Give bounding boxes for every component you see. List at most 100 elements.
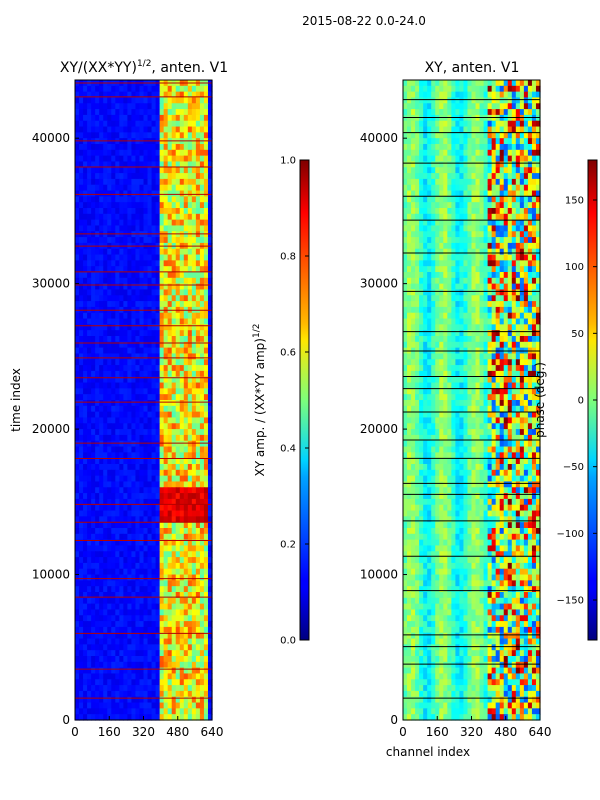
heat-cell <box>163 434 169 442</box>
heat-cell <box>207 289 213 296</box>
heat-cell <box>135 190 141 197</box>
heat-cell <box>163 650 169 657</box>
amplitude-panel: XY/(XX*YY)1/2, anten. V1 0 160 320 480 64001… <box>9 59 228 739</box>
heat-cell <box>479 161 485 168</box>
heat-cell <box>503 237 509 244</box>
heat-cell <box>155 417 161 424</box>
heat-cell <box>135 533 141 541</box>
heat-cell <box>159 272 165 279</box>
heat-cell <box>495 144 501 151</box>
heat-cell <box>75 405 80 413</box>
heat-cell <box>79 178 84 186</box>
heat-cell <box>83 714 88 721</box>
heat-cell <box>123 475 128 483</box>
heat-cell <box>111 184 116 192</box>
heat-cell <box>199 429 205 436</box>
heat-cell <box>127 714 133 721</box>
heat-cell <box>199 597 205 605</box>
heat-cell <box>183 667 189 675</box>
heat-cell <box>171 405 177 413</box>
heat-cell <box>111 144 116 151</box>
heat-cell <box>139 539 145 547</box>
heat-cell <box>87 621 92 628</box>
heat-cell <box>87 266 92 273</box>
heat-cell <box>143 353 149 360</box>
heat-cell <box>75 429 80 436</box>
heat-cell <box>111 423 116 430</box>
heat-cell <box>195 510 201 517</box>
heat-cell <box>207 673 213 680</box>
heat-cell <box>155 469 161 477</box>
heat-cell <box>207 487 213 494</box>
heat-cell <box>123 557 128 564</box>
heat-cell <box>523 213 529 221</box>
heat-cell <box>203 155 209 163</box>
heat-cell <box>195 266 201 273</box>
heat-cell <box>147 109 153 116</box>
heat-cell <box>159 603 165 611</box>
heat-cell <box>483 213 489 221</box>
heat-cell <box>79 336 84 343</box>
heat-cell <box>91 574 96 581</box>
heat-cell <box>119 301 124 308</box>
heat-cell <box>195 336 201 343</box>
heat-cell <box>95 621 100 628</box>
heat-cell <box>107 632 112 640</box>
heat-cell <box>411 91 416 99</box>
heat-cell <box>535 254 541 261</box>
heat-cell <box>123 656 128 663</box>
heat-cell <box>471 213 477 221</box>
heat-cell <box>91 213 96 221</box>
heat-cell <box>87 103 92 110</box>
heat-cell <box>115 301 120 308</box>
heat-cell <box>87 603 92 611</box>
heat-cell <box>207 557 213 564</box>
heat-cell <box>151 626 157 634</box>
heat-cell <box>159 324 165 331</box>
heat-cell <box>167 690 173 698</box>
heat-cell <box>91 586 96 593</box>
heat-cell <box>199 592 205 599</box>
heat-cell <box>167 621 173 628</box>
heat-cell <box>95 533 100 541</box>
heat-cell <box>135 382 141 389</box>
heat-cell <box>467 97 473 104</box>
heat-cell <box>475 225 481 232</box>
heat-cell <box>103 202 108 209</box>
heat-cell <box>155 545 161 552</box>
heat-cell <box>427 272 432 279</box>
heat-cell <box>459 91 465 99</box>
heat-cell <box>191 685 197 692</box>
heat-cell <box>75 184 80 192</box>
heat-cell <box>207 405 213 413</box>
heat-cell <box>99 621 104 628</box>
heat-cell <box>403 114 408 122</box>
heat-cell <box>207 434 213 442</box>
heat-cell <box>167 446 173 453</box>
heat-cell <box>75 696 80 704</box>
heat-cell <box>171 626 177 634</box>
heat-cell <box>159 481 165 488</box>
heat-cell <box>403 277 408 285</box>
heat-cell <box>151 539 157 547</box>
heat-cell <box>95 458 100 465</box>
heat-cell <box>151 632 157 640</box>
heat-cell <box>155 266 161 273</box>
heat-cell <box>455 80 461 87</box>
heat-cell <box>175 562 181 570</box>
heat-cell <box>475 272 481 279</box>
heat-cell <box>187 370 193 378</box>
heat-cell <box>535 213 541 221</box>
heat-cell <box>191 405 197 413</box>
heat-cell <box>199 638 205 645</box>
heat-cell <box>187 557 193 564</box>
heat-cell <box>135 551 141 558</box>
heat-cell <box>167 597 173 605</box>
heat-cell <box>131 266 137 273</box>
heat-cell <box>191 516 197 523</box>
heat-cell <box>147 359 153 366</box>
heat-cell <box>191 702 197 709</box>
heat-cell <box>151 487 157 494</box>
heat-cell <box>151 481 157 488</box>
heat-cell <box>171 196 177 203</box>
